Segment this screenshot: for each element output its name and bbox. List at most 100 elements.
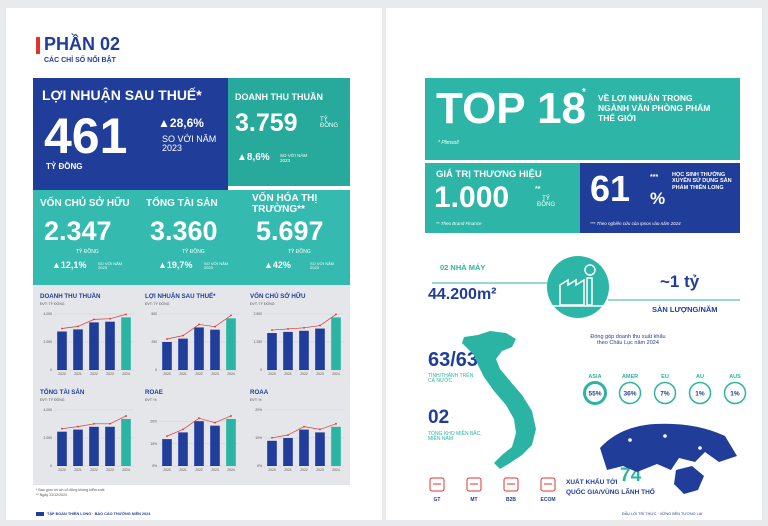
trend-dot: [303, 326, 305, 329]
channel-label: MT: [470, 497, 477, 503]
revenue-compare: SO VỚI NĂM 2023: [280, 153, 308, 163]
trend-line: [61, 415, 127, 430]
y-tick-label: 0: [50, 464, 52, 468]
brand-label: GIÁ TRỊ THƯƠNG HIỆU: [436, 169, 542, 180]
bar: [121, 317, 131, 370]
x-tick-label: 2024: [122, 468, 130, 472]
channel-icon: [503, 477, 519, 492]
revenue-box: [228, 78, 350, 186]
bar: [194, 421, 204, 466]
provinces-label: TỈNH/THÀNH TRÊN CẢ NƯỚC: [428, 373, 474, 385]
chart-unit: ĐVT: %: [250, 398, 262, 402]
x-tick-label: 2021: [179, 468, 187, 472]
bar: [283, 438, 293, 466]
chart-unit: ĐVT: TỶ ĐỒNG: [250, 301, 275, 306]
trend-dot: [198, 323, 200, 326]
bar: [57, 431, 67, 466]
chart-title: TỔNG TÀI SẢN: [40, 389, 85, 396]
students-value: 61: [590, 168, 631, 209]
region-share: 1%: [730, 391, 740, 398]
trend-dot: [230, 415, 232, 417]
bar: [121, 418, 131, 466]
kpi-unit: TỶ ĐỒNG: [182, 249, 205, 255]
revenue-unit: TỶ ĐỒNG: [320, 117, 338, 130]
export-label: QUỐC GIA/VÙNG LÃNH THỔ: [566, 489, 655, 496]
x-tick-label: 2024: [122, 372, 130, 376]
region-share: 1%: [695, 391, 705, 398]
revenue-label: DOANH THU THUẦN: [235, 92, 323, 102]
y-tick-label: 0%: [152, 464, 157, 468]
y-tick-label: 10%: [255, 436, 262, 440]
profit-unit: TỶ ĐỒNG: [46, 162, 83, 171]
bar: [331, 317, 341, 370]
bar: [299, 429, 309, 466]
x-tick-label: 2020: [163, 468, 171, 472]
y-tick-label: 0%: [257, 464, 262, 468]
chart-unit: ĐVT: TỶ ĐỒNG: [40, 397, 65, 402]
kpi-value: 5.697: [256, 216, 324, 246]
x-tick-label: 2020: [268, 372, 276, 376]
x-tick-label: 2021: [284, 468, 292, 472]
x-tick-label: 2024: [332, 468, 340, 472]
trend-dot: [77, 425, 79, 428]
trend-dot: [77, 325, 79, 328]
factory-output-label: SẢN LƯỢNG/NĂM: [652, 305, 718, 314]
trend-dot: [319, 428, 321, 431]
factory-icon: [432, 256, 740, 318]
y-tick-label: 2.000: [44, 436, 53, 440]
y-tick-label: 20%: [150, 419, 157, 423]
bar: [162, 342, 172, 370]
brand-value: 1.000: [434, 181, 510, 214]
trend-dot: [214, 325, 216, 328]
trend-dot: [166, 338, 168, 340]
warehouses-label: TỔNG KHO MIỀN BẮC, MIỀN NAM: [428, 431, 482, 443]
trend-dot: [109, 317, 111, 320]
kpi-growth-value: 19,7%: [166, 260, 193, 270]
bar: [226, 318, 236, 370]
note: ** Ngày 31/12/2024: [36, 493, 68, 497]
x-tick-label: 2024: [227, 468, 235, 472]
profit-box: [33, 78, 228, 190]
kpi-growth: ▲12,1%: [52, 260, 87, 270]
x-tick-label: 2022: [300, 468, 308, 472]
chart-title: ROAA: [250, 389, 269, 396]
provinces-value: 63/63: [428, 349, 479, 371]
x-tick-label: 2022: [195, 468, 203, 472]
trend-dot: [182, 334, 184, 337]
y-tick-label: 4.000: [44, 312, 53, 316]
bar: [315, 432, 325, 466]
chart-title: ROAE: [145, 389, 163, 396]
kpi-unit: TỶ ĐỒNG: [76, 249, 99, 255]
chart-unit: ĐVT: %: [145, 398, 157, 402]
kpi-growth-value: 12,1%: [60, 260, 87, 270]
trend-dot: [287, 328, 289, 330]
trend-dot: [182, 428, 184, 431]
revenue-growth-value: 8,6%: [246, 152, 270, 163]
trend-dot: [319, 324, 321, 327]
bar: [210, 329, 220, 370]
bar: [73, 429, 83, 466]
trend-dot: [335, 422, 337, 425]
y-tick-label: 10%: [150, 442, 157, 446]
region-ring: [723, 381, 747, 405]
revenue-value: 3.759: [235, 109, 298, 137]
channel-icon: [466, 477, 482, 492]
x-tick-label: 2024: [332, 372, 340, 376]
trend-dot: [287, 434, 289, 436]
bar: [105, 321, 115, 370]
region-name: EU: [661, 374, 669, 380]
section: PHẦN 02: [44, 34, 121, 54]
bar: [178, 432, 188, 466]
x-tick-label: 2021: [74, 468, 82, 472]
revenue-growth: ▲8,6%: [237, 152, 270, 163]
bar: [194, 327, 204, 370]
factory-output: ~1 tỷ: [660, 272, 700, 291]
kpi-row: [33, 190, 350, 285]
region-share: 55%: [588, 391, 601, 398]
chart-unit: ĐVT: TỶ ĐỒNG: [40, 301, 65, 306]
trend-dot: [61, 427, 63, 430]
x-tick-label: 2022: [300, 372, 308, 376]
globe: [600, 423, 737, 494]
